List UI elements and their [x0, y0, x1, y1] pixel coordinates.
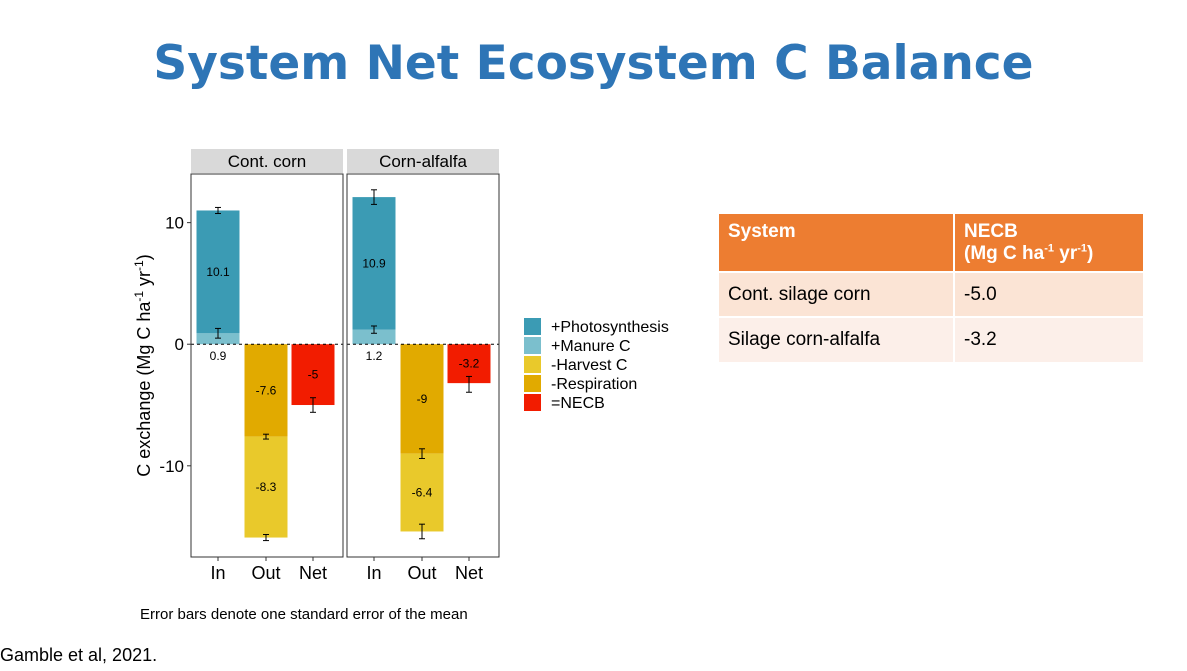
data-label: 0.9 [210, 349, 227, 363]
data-label: -6.4 [412, 486, 433, 500]
bar-segment-manure [352, 329, 396, 345]
data-label: 10.1 [206, 265, 230, 279]
legend-swatch-harvest [524, 356, 541, 373]
table-header-row: System NECB (Mg C ha-1 yr-1) [719, 214, 1143, 272]
y-axis-title-part: -1 [132, 260, 146, 271]
legend-swatch-photosynthesis [524, 318, 541, 335]
facet-strip [191, 149, 343, 173]
header-necb-label: NECB [964, 221, 1018, 242]
bar-segment-necb [291, 344, 335, 406]
y-tick-label: 0 [175, 335, 184, 354]
data-label: -8.3 [256, 480, 277, 494]
necb-value: -3.2 [953, 316, 1143, 362]
facet-strip-label: Cont. corn [228, 152, 306, 171]
x-tick-label: Out [407, 563, 436, 583]
bar-segment-respiration [400, 344, 444, 454]
legend-label: -Harvest C [551, 357, 627, 374]
x-tick-label: Out [251, 563, 280, 583]
y-axis-title-part: -1 [132, 291, 146, 302]
bar-segment-harvest [400, 453, 444, 532]
data-label: -5 [308, 368, 319, 382]
y-tick-label: 10 [165, 214, 184, 233]
x-tick-label: Net [455, 563, 483, 583]
legend-label: =NECB [551, 395, 605, 412]
x-tick-label: Net [299, 563, 327, 583]
bar-segment-photosynthesis [352, 197, 396, 330]
table-row: Silage corn-alfalfa -3.2 [719, 316, 1143, 362]
system-name: Silage corn-alfalfa [719, 316, 954, 362]
legend-label: +Photosynthesis [551, 319, 669, 336]
facet-strip [347, 149, 499, 173]
facet-strip-label: Corn-alfalfa [379, 152, 467, 171]
data-label: -7.6 [256, 383, 277, 397]
panel-border [346, 173, 500, 558]
y-axis-title-part: ) [134, 254, 154, 260]
necb-value: -5.0 [953, 272, 1143, 317]
data-label: 1.2 [366, 349, 383, 363]
bar-segment-manure [196, 333, 240, 345]
error-bar-caption: Error bars denote one standard error of … [140, 606, 468, 623]
slide-title: System Net Ecosystem C Balance [153, 36, 1034, 91]
header-necb: NECB (Mg C ha-1 yr-1) [953, 214, 1143, 272]
legend-swatch-manure [524, 337, 541, 354]
bar-segment-photosynthesis [196, 210, 240, 334]
panel-border [190, 173, 344, 558]
x-tick-label: In [366, 563, 381, 583]
legend-label: -Respiration [551, 376, 637, 393]
header-necb-unit: (Mg C ha-1 yr-1) [964, 242, 1094, 264]
x-tick-label: In [210, 563, 225, 583]
citation: Gamble et al, 2021. [0, 645, 158, 665]
data-label: -9 [417, 392, 428, 406]
bar-segment-harvest [244, 436, 288, 538]
data-label: 10.9 [362, 256, 386, 270]
legend-label: +Manure C [551, 338, 631, 355]
necb-table: System NECB (Mg C ha-1 yr-1) Cont. silag… [719, 214, 1143, 362]
y-tick-label: -10 [159, 457, 184, 476]
legend-swatch-respiration [524, 375, 541, 392]
y-axis-title-part: yr [134, 271, 154, 291]
table-row: Cont. silage corn -5.0 [719, 272, 1143, 317]
header-system: System [719, 214, 954, 272]
y-axis-title-part: C exchange (Mg C ha [134, 301, 154, 477]
bar-segment-respiration [244, 344, 288, 437]
data-label: -3.2 [459, 357, 480, 371]
system-name: Cont. silage corn [719, 272, 954, 317]
y-axis-title: C exchange (Mg C ha-1 yr-1) [132, 254, 154, 476]
legend-swatch-necb [524, 394, 541, 411]
